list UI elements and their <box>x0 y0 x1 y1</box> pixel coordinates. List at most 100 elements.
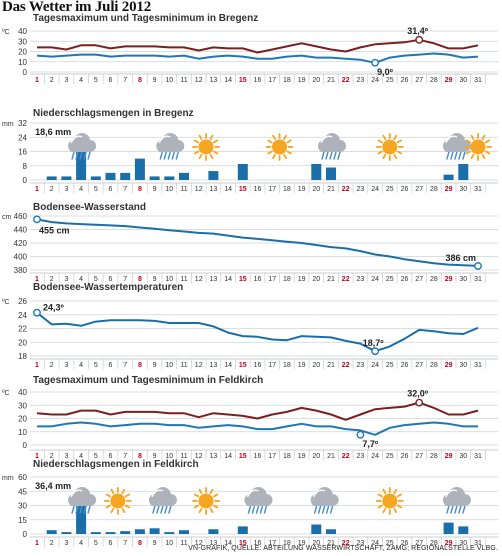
y-tick-label: 26 <box>18 297 27 306</box>
day-label: 1 <box>35 540 39 547</box>
day-label: 22 <box>342 453 350 460</box>
day-label: 17 <box>268 186 276 193</box>
rain-cloud-icon <box>442 486 471 514</box>
day-label: 2 <box>50 453 54 460</box>
y-tick-label: 15 <box>18 516 27 525</box>
day-label: 2 <box>50 540 54 547</box>
day-label: 17 <box>268 453 276 460</box>
chart-title: Bodensee-Wasserstand <box>33 202 146 213</box>
bar <box>76 499 87 534</box>
data-label: 18,6 mm <box>35 127 71 137</box>
sun-icon <box>265 133 294 161</box>
sun-icon <box>375 487 404 515</box>
day-label: 22 <box>342 276 350 283</box>
day-label: 12 <box>195 540 203 547</box>
day-label: 11 <box>180 362 187 369</box>
day-label: 27 <box>415 362 423 369</box>
bar <box>443 522 454 534</box>
day-label: 13 <box>210 276 218 283</box>
day-label: 4 <box>79 453 83 460</box>
day-label: 10 <box>165 453 173 460</box>
day-label: 18 <box>283 186 291 193</box>
day-label: 31 <box>474 276 482 283</box>
day-label: 27 <box>415 453 423 460</box>
day-label: 12 <box>195 276 203 283</box>
day-label: 2 <box>50 362 54 369</box>
day-label: 25 <box>386 276 394 283</box>
day-label: 16 <box>254 77 262 84</box>
day-label: 30 <box>459 186 467 193</box>
bar <box>443 174 454 180</box>
day-label: 18 <box>283 540 291 547</box>
day-label: 3 <box>64 77 68 84</box>
day-label: 2 <box>50 276 54 283</box>
data-label: 455 cm <box>39 225 70 235</box>
day-label: 25 <box>386 362 394 369</box>
bar <box>61 532 72 534</box>
data-point-marker <box>415 398 424 407</box>
day-label: 30 <box>459 362 467 369</box>
y-tick-label: 30 <box>18 37 27 46</box>
chart-title: Tagesmaximum und Tagesminimum in Bregenz <box>33 13 258 24</box>
sun-icon <box>103 487 132 515</box>
day-label: 1 <box>35 453 39 460</box>
day-label: 7 <box>123 186 127 193</box>
chart-panel-1: Tagesmaximum und Tagesminimum in Bregenz… <box>2 13 498 84</box>
y-tick-label: 400 <box>14 253 28 262</box>
bar <box>164 532 175 534</box>
chart-panel-5: Tagesmaximum und Tagesminimum in Feldkir… <box>2 375 498 460</box>
rain-cloud-icon <box>244 486 273 514</box>
day-label: 8 <box>138 362 142 369</box>
day-label: 12 <box>195 362 203 369</box>
source-footer: VN-GRAFIK, QUELLE: ABTEILUNG WASSERWIRTS… <box>188 545 498 552</box>
day-label: 11 <box>180 77 187 84</box>
day-label: 13 <box>210 186 218 193</box>
day-label: 29 <box>445 77 453 84</box>
bar <box>208 171 219 180</box>
bar <box>149 176 160 180</box>
day-label: 18 <box>283 77 291 84</box>
day-label: 21 <box>327 77 335 84</box>
series-line-max <box>36 401 479 421</box>
day-label: 7 <box>123 453 127 460</box>
day-label: 4 <box>79 362 83 369</box>
bar <box>105 532 116 534</box>
day-label: 23 <box>357 453 365 460</box>
day-label: 21 <box>327 453 335 460</box>
y-unit: cm <box>2 214 12 221</box>
rain-cloud-icon <box>148 486 177 514</box>
bar <box>179 172 189 180</box>
y-tick-label: 10 <box>18 428 27 437</box>
y-tick-label: 40 <box>18 388 27 397</box>
bar <box>76 146 87 180</box>
day-label: 19 <box>298 186 306 193</box>
bar <box>179 530 189 534</box>
day-label: 15 <box>239 453 247 460</box>
day-label: 31 <box>474 540 482 547</box>
day-label: 3 <box>64 186 68 193</box>
rain-cloud-icon <box>68 486 97 514</box>
day-label: 13 <box>210 453 218 460</box>
y-unit: mm <box>2 475 14 482</box>
bar <box>90 176 101 180</box>
day-label: 27 <box>415 77 423 84</box>
day-label: 28 <box>430 77 438 84</box>
day-label: 26 <box>401 77 409 84</box>
day-label: 6 <box>109 77 113 84</box>
data-point-marker <box>356 430 365 439</box>
sun-icon <box>464 133 492 161</box>
day-label: 20 <box>312 362 320 369</box>
day-label: 8 <box>138 453 142 460</box>
day-label: 9 <box>153 276 157 283</box>
sun-icon <box>192 133 220 161</box>
data-label: 31,4º <box>407 26 429 36</box>
series-line-min <box>37 421 478 436</box>
day-label: 2 <box>50 186 54 193</box>
bar <box>120 172 131 180</box>
bar <box>208 529 219 534</box>
bar <box>164 176 175 180</box>
day-label: 1 <box>35 77 39 84</box>
day-label: 5 <box>94 362 98 369</box>
